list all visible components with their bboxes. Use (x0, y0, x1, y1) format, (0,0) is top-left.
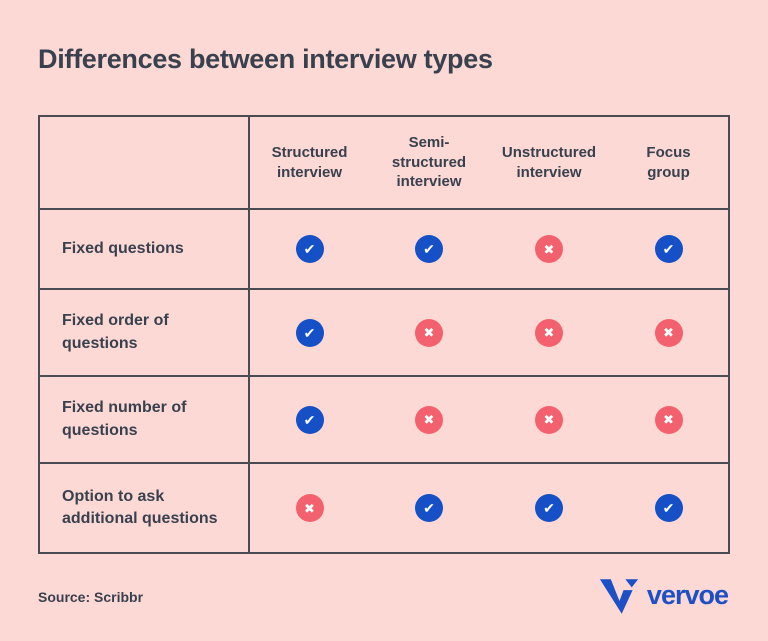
column-header-semi-structured: Semi- structured interview (391, 133, 467, 191)
infographic-page: Differences between interview types Stru… (38, 44, 730, 615)
table-cell: ✔ (369, 208, 489, 289)
check-icon: ✔ (654, 235, 683, 263)
vervoe-v-icon (599, 579, 639, 614)
check-icon: ✔ (295, 318, 324, 347)
check-icon: ✔ (295, 235, 324, 263)
table-cell: ✖ (369, 375, 489, 463)
cross-icon: ✖ (535, 405, 563, 434)
page-title: Differences between interview types (38, 44, 493, 74)
column-header-focus-group: Focus group (646, 143, 691, 181)
table-cell: ✖ (489, 288, 609, 376)
check-icon: ✔ (535, 494, 563, 522)
cross-icon: ✖ (535, 235, 563, 263)
row-label: Fixed order of questions (39, 288, 250, 376)
brand-name: vervoe (646, 579, 729, 610)
table-row: Fixed number of questions ✔ ✖ ✖ ✖ (39, 375, 729, 463)
row-label: Option to ask additional questions (39, 462, 250, 553)
table-cell: ✔ (489, 462, 609, 553)
table-cell: ✔ (369, 462, 489, 553)
table-row: Option to ask additional questions ✖ ✔ ✔ ✔ (39, 462, 729, 553)
table-row: Fixed questions ✔ ✔ ✖ ✔ (39, 208, 729, 289)
row-label: Fixed number of questions (39, 375, 250, 463)
vervoe-logo: vervoe (599, 578, 729, 615)
table-cell: ✔ (249, 375, 369, 463)
column-header-unstructured: Unstructured interview (501, 143, 597, 181)
table-cell: ✖ (609, 288, 729, 376)
source-text: Source: Scribbr (38, 588, 144, 605)
cross-icon: ✖ (415, 318, 443, 347)
table-cell: ✖ (489, 375, 609, 463)
table-cell: ✖ (249, 462, 369, 553)
check-icon: ✔ (295, 405, 324, 434)
table-cell: ✖ (609, 375, 729, 463)
header-row: Structured interview Semi- structured in… (39, 116, 729, 209)
table-body: Fixed questions ✔ ✔ ✖ ✔ Fixed order of questi… (39, 208, 729, 553)
column-header-structured: Structured interview (271, 143, 348, 181)
table-row: Fixed order of questions ✔ ✖ ✖ ✖ (39, 288, 729, 376)
check-icon: ✔ (415, 494, 443, 522)
footer: Source: Scribbr vervoe (38, 578, 729, 615)
comparison-table: Structured interview Semi- structured in… (38, 115, 730, 554)
cross-icon: ✖ (295, 494, 324, 522)
table-cell: ✖ (369, 288, 489, 376)
cross-icon: ✖ (654, 405, 683, 434)
check-icon: ✔ (415, 235, 443, 263)
row-label: Fixed questions (39, 208, 250, 289)
table-cell: ✔ (609, 208, 729, 289)
table-cell: ✖ (489, 208, 609, 289)
cross-icon: ✖ (415, 405, 443, 434)
cross-icon: ✖ (535, 318, 563, 347)
cross-icon: ✖ (654, 318, 683, 347)
corner-cell (39, 116, 250, 209)
table-cell: ✔ (249, 208, 369, 289)
check-icon: ✔ (654, 494, 683, 522)
table-cell: ✔ (609, 462, 729, 553)
table-header: Structured interview Semi- structured in… (39, 116, 729, 209)
table-cell: ✔ (249, 288, 369, 376)
